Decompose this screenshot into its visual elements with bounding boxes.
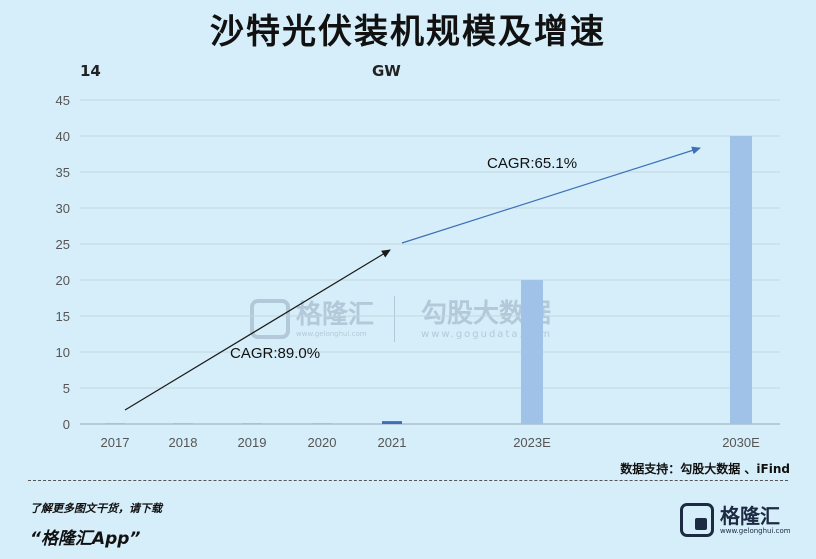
unit-label: GW — [372, 62, 401, 80]
y-tick-label: 5 — [63, 381, 70, 396]
x-tick-label: 2018 — [169, 435, 198, 450]
cagr-label-2: CAGR:65.1% — [487, 155, 577, 172]
data-source: 数据支持：勾股大数据 、iFind — [620, 462, 790, 476]
bar-2019 — [242, 423, 262, 424]
x-tick-label: 2019 — [238, 435, 267, 450]
x-tick-label: 2021 — [378, 435, 407, 450]
watermark-right-url: www.gogudata.com — [421, 328, 553, 340]
cagr-arrow-2 — [401, 146, 701, 244]
logo-icon — [680, 503, 714, 537]
promo-line-2: “格隆汇App” — [30, 529, 141, 549]
x-tick-label: 2030E — [722, 435, 760, 450]
divider — [28, 480, 788, 481]
logo-name: 格隆汇 — [720, 504, 780, 528]
watermark-left-name: 格隆汇 — [296, 300, 375, 330]
y-tick-label: 20 — [56, 273, 70, 288]
logo-url: www.gelonghui.com — [720, 527, 791, 535]
y-tick-label: 35 — [56, 165, 70, 180]
bar-2023E — [521, 280, 543, 424]
bar-2021 — [382, 421, 402, 424]
cagr-arrow-1 — [124, 249, 391, 411]
x-tick-label: 2017 — [101, 435, 130, 450]
x-tick-label: 2023E — [513, 435, 551, 450]
corner-number: 14 — [80, 62, 101, 80]
y-tick-label: 40 — [56, 129, 70, 144]
cagr-label-1: CAGR:89.0% — [230, 345, 320, 362]
bar-2030E — [730, 136, 752, 424]
y-tick-label: 10 — [56, 345, 70, 360]
watermark-left-url: www.gelonghui.com — [296, 330, 367, 338]
watermark-logo-icon — [250, 299, 290, 339]
chart-title: 沙特光伏装机规模及增速 — [210, 12, 606, 52]
y-tick-label: 25 — [56, 237, 70, 252]
y-tick-label: 15 — [56, 309, 70, 324]
x-tick-label: 2020 — [308, 435, 337, 450]
bar-2020 — [312, 423, 332, 424]
watermark-separator — [394, 296, 396, 342]
bar-2017 — [105, 423, 125, 424]
bar-chart: 0 5 10 15 20 25 30 35 40 45 2017 2018 2019 2020 2021 2… — [56, 93, 780, 450]
promo-line-1: 了解更多图文干货，请下载 — [30, 502, 162, 515]
y-tick-label: 30 — [56, 201, 70, 216]
gelonghui-logo: 格隆汇 www.gelonghui.com — [680, 503, 791, 537]
bar-2018 — [173, 423, 193, 424]
y-tick-label: 45 — [56, 93, 70, 108]
y-tick-label: 0 — [63, 417, 70, 432]
